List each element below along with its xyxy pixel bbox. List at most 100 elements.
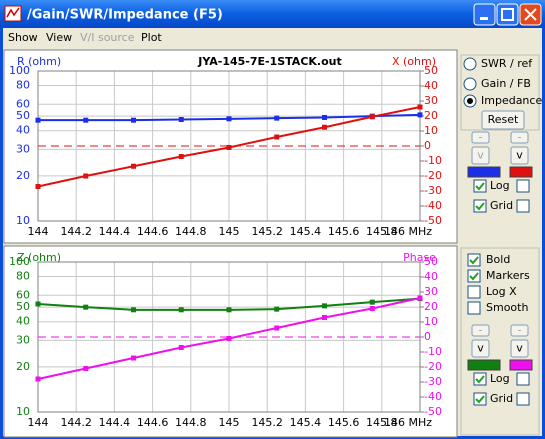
checkbox[interactable]: [467, 253, 481, 267]
marker: [274, 134, 280, 140]
button[interactable]: [471, 324, 490, 337]
menu-item[interactable]: Show: [8, 31, 38, 44]
y-tick-label: 10: [16, 214, 30, 227]
check-mark: [475, 395, 485, 404]
minimize-button[interactable]: [473, 3, 496, 26]
button[interactable]: [471, 131, 490, 144]
y2-tick-label: -40: [424, 199, 442, 212]
checkbox[interactable]: [467, 285, 481, 299]
checkbox[interactable]: [473, 392, 487, 406]
option-label: Bold: [486, 253, 510, 266]
checkbox[interactable]: [467, 269, 481, 283]
marker: [35, 184, 41, 189]
radio-dot: [467, 98, 473, 104]
button[interactable]: [471, 146, 490, 165]
button[interactable]: [510, 131, 529, 144]
color-swatch[interactable]: [509, 359, 533, 371]
marker: [35, 301, 41, 307]
y-tick-label: 100: [9, 64, 30, 77]
marker: [226, 307, 232, 313]
marker: [178, 307, 184, 313]
y-tick-label: 20: [16, 360, 30, 373]
button[interactable]: [510, 146, 529, 165]
marker: [322, 114, 327, 120]
marker: [131, 355, 136, 361]
app-icon-mark: [6, 7, 20, 18]
x-tick-label: 145.8: [366, 416, 398, 429]
color-swatch[interactable]: [509, 166, 533, 178]
marker: [226, 336, 232, 341]
x-tick-label: 144.2: [60, 225, 92, 238]
marker: [83, 173, 89, 179]
check-mark: [475, 202, 485, 211]
button[interactable]: [510, 324, 529, 337]
checkbox[interactable]: [516, 179, 530, 193]
menu-item[interactable]: Plot: [141, 31, 162, 44]
y2-tick-label: 40: [424, 79, 438, 92]
y2-axis-label: X (ohm): [392, 55, 436, 68]
marker: [369, 114, 375, 120]
y-tick-label: 50: [16, 300, 30, 313]
button[interactable]: [471, 339, 490, 358]
marker: [369, 299, 375, 305]
x-tick-label: 144.2: [60, 416, 92, 429]
radio[interactable]: [463, 77, 477, 91]
option-label: Markers: [486, 269, 530, 282]
button-label: v: [477, 342, 484, 355]
x-tick-label: 144.6: [137, 225, 169, 238]
color-swatch[interactable]: [467, 359, 501, 371]
x-tick-label: 145: [219, 416, 240, 429]
checkbox[interactable]: [473, 199, 487, 213]
menu-item[interactable]: View: [46, 31, 72, 44]
marker: [178, 345, 184, 350]
color-swatch[interactable]: [467, 166, 501, 178]
checkbox[interactable]: [516, 392, 530, 406]
y2-tick-label: 50: [424, 64, 438, 77]
y-tick-label: 80: [16, 79, 30, 92]
y-axis-label: Z (ohm): [17, 251, 61, 264]
x-tick-label: 146 MHz: [384, 225, 432, 238]
marker: [131, 163, 136, 169]
y-tick-label: 30: [16, 333, 30, 346]
checkbox-label: Log: [490, 179, 510, 192]
x-tick-label: 145.4: [290, 225, 322, 238]
button-label: -: [518, 324, 522, 337]
checkbox[interactable]: [516, 372, 530, 386]
y2-tick-label: -10: [424, 154, 442, 167]
x-tick-label: 145.4: [290, 416, 322, 429]
y2-tick-label: -30: [424, 184, 442, 197]
y2-tick-label: -30: [424, 375, 442, 388]
marker: [322, 315, 327, 320]
x-tick-label: 145: [219, 225, 240, 238]
checkbox[interactable]: [516, 199, 530, 213]
y-axis-label: R (ohm): [17, 55, 61, 68]
y2-tick-label: 30: [424, 94, 438, 107]
y-tick-label: 60: [16, 97, 30, 110]
checkbox[interactable]: [467, 301, 481, 315]
y2-tick-label: 40: [424, 270, 438, 283]
marker: [417, 295, 423, 301]
x-tick-label: 145.6: [328, 416, 360, 429]
chart-panel: [3, 245, 458, 438]
y-tick-label: 40: [16, 124, 30, 137]
marker: [83, 117, 89, 123]
checkbox-label: Log: [490, 372, 510, 385]
checkbox[interactable]: [473, 179, 487, 193]
menu-item[interactable]: V/I source: [80, 31, 135, 44]
y2-tick-label: -50: [424, 405, 442, 418]
chart-title: JYA-145-7E-1STACK.out: [197, 55, 342, 68]
checkbox[interactable]: [473, 372, 487, 386]
marker: [369, 306, 375, 311]
button-label: -: [518, 131, 522, 144]
radio[interactable]: [463, 57, 477, 71]
marker: [322, 303, 327, 309]
button[interactable]: [481, 110, 525, 130]
button[interactable]: [510, 339, 529, 358]
option-label: Smooth: [486, 301, 528, 314]
y-tick-label: 50: [16, 109, 30, 122]
y2-axis-label: Phase: [403, 251, 436, 264]
y2-tick-label: -10: [424, 345, 442, 358]
maximize-button[interactable]: [496, 3, 519, 26]
